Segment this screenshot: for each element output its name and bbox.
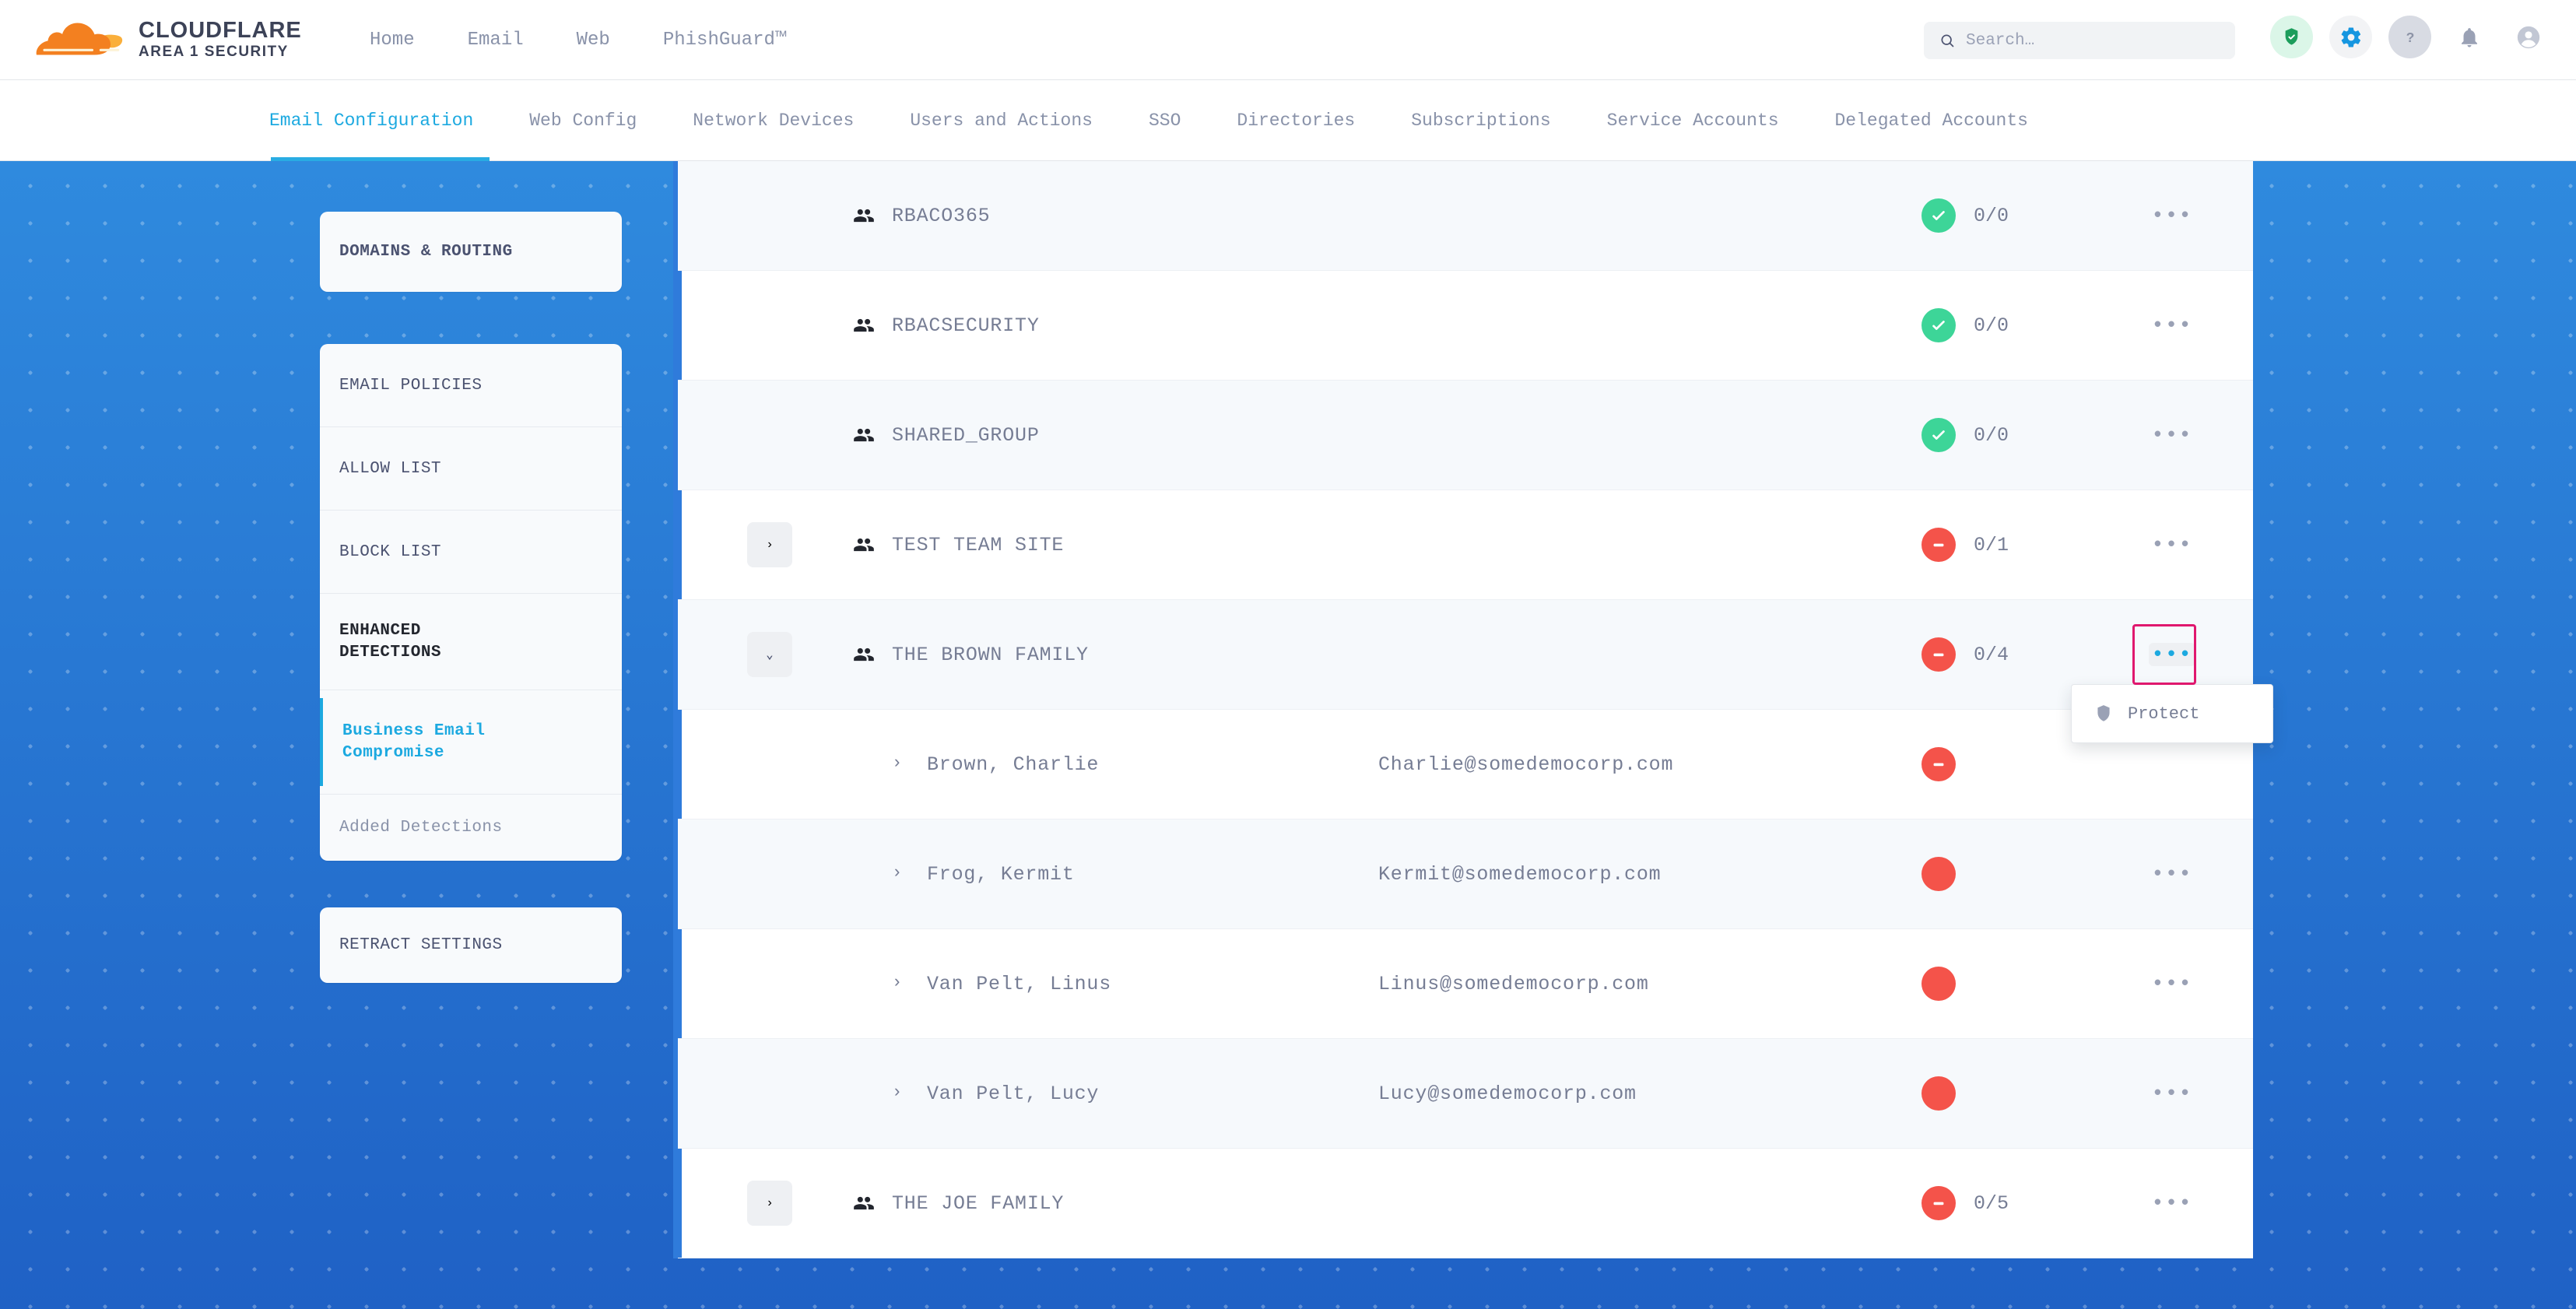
- svg-text:?: ?: [2406, 30, 2414, 45]
